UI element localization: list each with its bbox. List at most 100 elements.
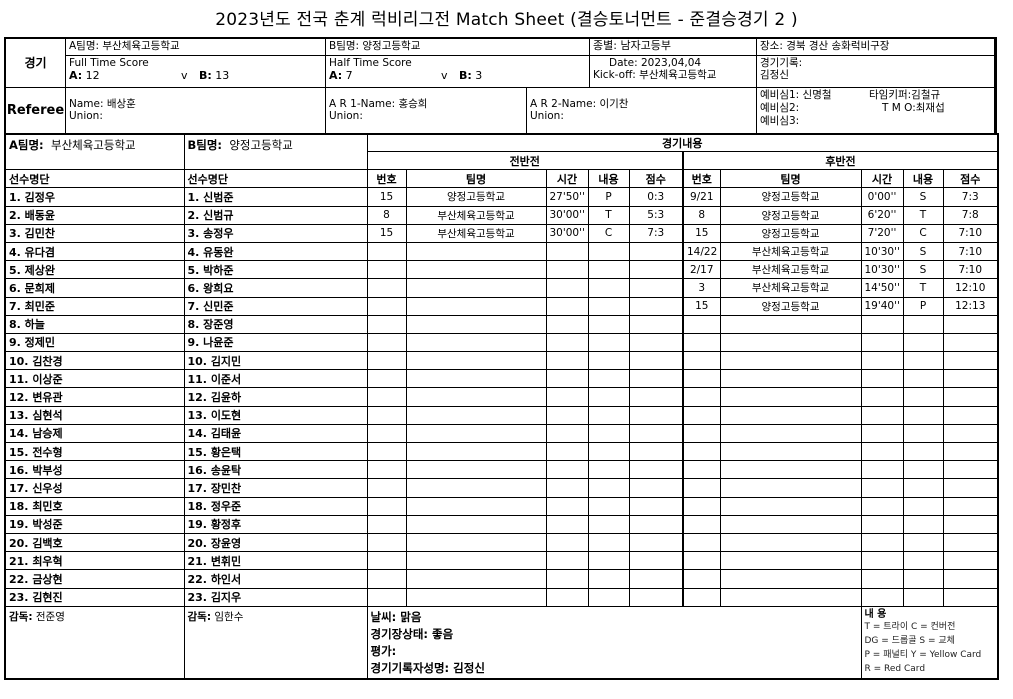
table-row: 21. 최우혁 21. 변휘민 [4, 551, 999, 571]
second-half-time [860, 587, 904, 607]
table-row: 20. 김백호 20. 장윤영 [4, 532, 999, 553]
second-half-score [942, 332, 999, 353]
second-half-team [719, 405, 862, 425]
second-half-type [902, 441, 944, 462]
first-half-number: 8 [366, 205, 407, 225]
player-b: 4. 유동완 [183, 241, 368, 262]
first-half-col-type: 내용 [587, 169, 630, 189]
second-half-team [719, 496, 862, 516]
coach-a: 감독: 전준영 [4, 605, 185, 680]
first-half-number [366, 423, 407, 444]
first-half-team: 부산체육고등학교 [405, 205, 547, 225]
second-half-number [682, 569, 721, 589]
second-half-score: 7:10 [942, 241, 999, 262]
table-row: 10. 김찬경 10. 김지민 [4, 351, 999, 371]
first-half-time [545, 569, 589, 589]
first-half-type [587, 423, 630, 444]
player-b: 18. 정우준 [183, 496, 368, 516]
half-time-b: 3 [475, 69, 483, 82]
ar1-name: A R 1-Name: 홍승희 [329, 98, 428, 110]
second-half-team [719, 351, 862, 371]
second-half-score: 12:13 [942, 296, 999, 316]
player-a: 11. 이상준 [4, 369, 185, 389]
legend: 내 용 T = 트라이 C = 컨버전 DG = 드롭골 S = 교체 P = … [860, 605, 999, 680]
first-half-number [366, 405, 407, 425]
player-a: 13. 심현석 [4, 405, 185, 425]
second-half-score [942, 496, 999, 516]
first-half-number: 15 [366, 223, 407, 243]
first-half-team [405, 387, 547, 407]
table-row: 1. 김정우 1. 신범준 15 양정고등학교 27'50'' P 0:3 9/21 양정고등학… [4, 187, 999, 207]
first-half-team [405, 314, 547, 334]
second-half-number: 3 [682, 278, 721, 298]
player-b: 8. 장준영 [183, 314, 368, 334]
first-half-time [545, 441, 589, 462]
first-half-score [628, 496, 684, 516]
player-a: 12. 변유관 [4, 387, 185, 407]
team-a-name: 부산체육고등학교 [50, 138, 136, 152]
date-kickoff: Date: 2023,04,04 Kick-off: 부산체육고등학교 [590, 56, 757, 88]
second-half-time [860, 351, 904, 371]
first-half-time [545, 332, 589, 353]
half-time-label: Half Time Score [329, 57, 412, 69]
second-half-number [682, 460, 721, 480]
second-half-score [942, 587, 999, 607]
second-half-team [719, 514, 862, 534]
roster-b-header: 선수명단 [183, 169, 368, 189]
second-half-number [682, 405, 721, 425]
half-time-a: 7 [345, 69, 353, 82]
full-time-score: Full Time Score A: 12 v B: 13 [66, 56, 326, 88]
a-label: A: [69, 69, 83, 82]
b-label: B: [459, 69, 472, 82]
roster-events-table: A팀명: 부산체육고등학교 B팀명: 양정고등학교 경기내용 전반전 후반전 선… [4, 133, 1000, 681]
first-half-score [628, 587, 684, 607]
second-half-type [902, 405, 944, 425]
first-half-team [405, 478, 547, 498]
team-b-header: B팀명: 양정고등학교 [183, 133, 368, 171]
player-b: 15. 황은택 [183, 441, 368, 462]
coach-a-name: 전준영 [35, 610, 65, 623]
first-half-team [405, 496, 547, 516]
legend-item: P = 패널티 Y = Yellow Card [864, 649, 982, 660]
player-b: 16. 송윤탁 [183, 460, 368, 480]
first-half-team [405, 296, 547, 316]
second-half-time [860, 369, 904, 389]
vs: v [441, 69, 448, 82]
second-half-time: 14'50'' [860, 278, 904, 298]
second-half-time [860, 496, 904, 516]
second-half-number [682, 478, 721, 498]
first-half-score [628, 478, 684, 498]
second-half-number: 9/21 [682, 187, 721, 207]
player-a: 5. 제상완 [4, 260, 185, 280]
player-b: 6. 왕희요 [183, 278, 368, 298]
second-half-time [860, 551, 904, 571]
second-half-type: P [902, 296, 944, 316]
first-half-score [628, 387, 684, 407]
first-half-number [366, 387, 407, 407]
match-info-section: 경기 A팀명: 부산체육고등학교 B팀명: 양정고등학교 종별: 남자고등부 장… [4, 37, 997, 135]
second-half-type [902, 369, 944, 389]
second-half-type: T [902, 205, 944, 225]
first-half-team [405, 241, 547, 262]
coach-b-label: 감독: [187, 610, 212, 623]
first-half-number [366, 332, 407, 353]
first-half-score [628, 278, 684, 298]
player-a: 14. 남승제 [4, 423, 185, 444]
first-half-team [405, 441, 547, 462]
second-half-team [719, 369, 862, 389]
first-half-number [366, 551, 407, 571]
match-date: Date: 2023,04,04 [609, 57, 702, 69]
second-half-type [902, 569, 944, 589]
first-half-number [366, 260, 407, 280]
first-half-time [545, 460, 589, 480]
first-half-number [366, 496, 407, 516]
second-half-number [682, 369, 721, 389]
table-row: 18. 최민호 18. 정우준 [4, 496, 999, 516]
second-half-col-type: 내용 [902, 169, 944, 189]
events-header: 경기내용 [366, 133, 999, 152]
second-half-time [860, 441, 904, 462]
second-half-type [902, 478, 944, 498]
second-half-type: C [902, 223, 944, 243]
team-b-label: B팀명: [187, 138, 223, 152]
first-half-time [545, 314, 589, 334]
